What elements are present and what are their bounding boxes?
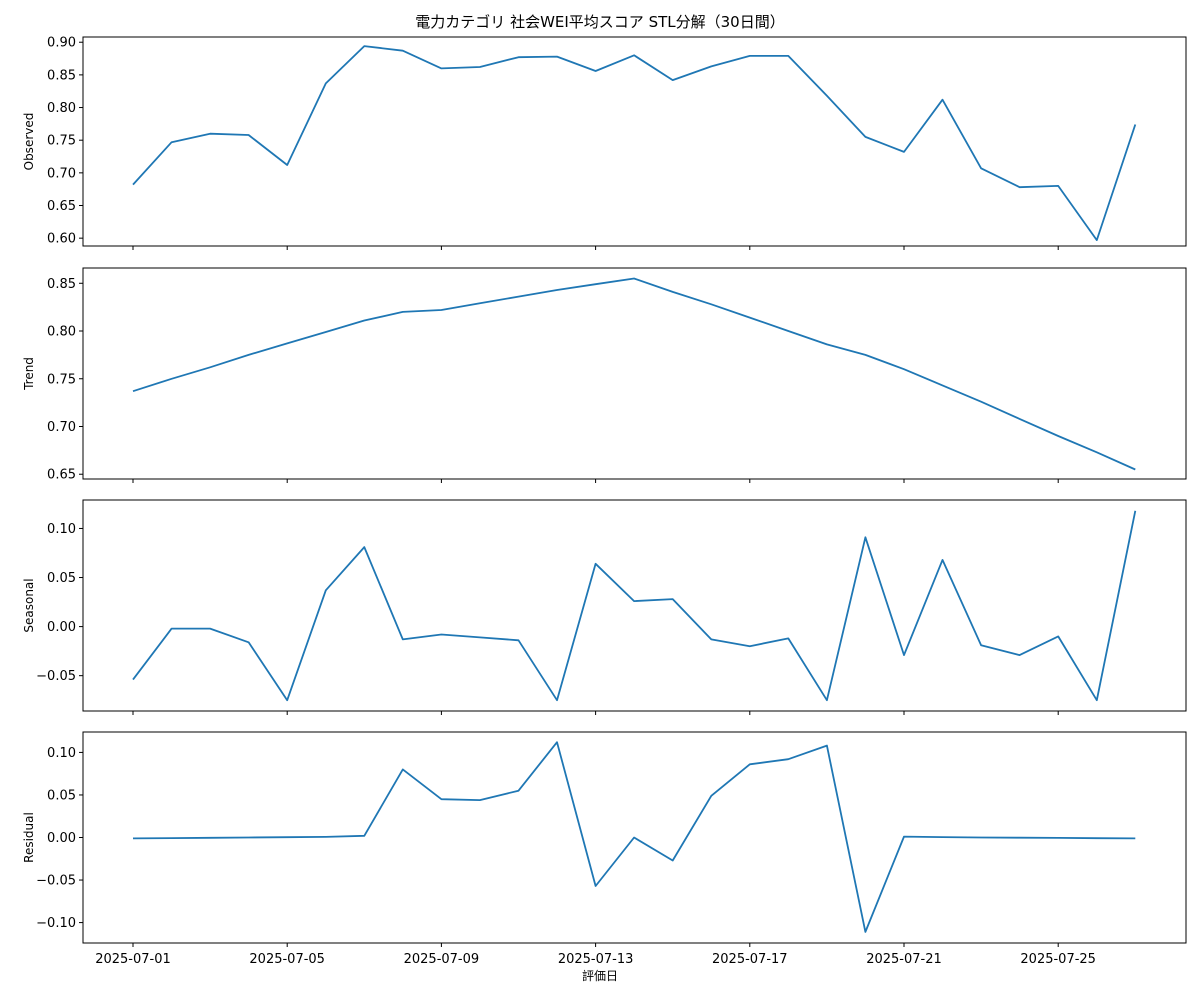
y-tick-label: 0.10 <box>47 746 76 761</box>
series-line-observed <box>133 46 1135 240</box>
y-tick-label: 0.80 <box>47 101 76 116</box>
y-tick-label: 0.70 <box>47 166 76 181</box>
series-line-residual <box>133 742 1135 932</box>
y-tick-label: 0.85 <box>47 277 76 292</box>
y-tick-label: 0.85 <box>47 68 76 83</box>
x-axis-label: 評価日 <box>0 967 1200 984</box>
panel-frame-trend <box>83 268 1186 479</box>
y-tick-label: −0.05 <box>36 669 76 684</box>
y-tick-label: 0.65 <box>47 468 76 483</box>
y-tick-label: −0.05 <box>36 874 76 889</box>
y-tick-label: 0.70 <box>47 420 76 435</box>
y-tick-label: 0.60 <box>47 232 76 247</box>
y-tick-label: −0.10 <box>36 916 76 931</box>
x-tick-label: 2025-07-01 <box>95 952 171 967</box>
x-tick-label: 2025-07-09 <box>404 952 480 967</box>
series-line-seasonal <box>133 511 1135 700</box>
panel-frame-seasonal <box>83 500 1186 711</box>
y-axis-label-seasonal: Seasonal <box>22 578 36 632</box>
x-tick-label: 2025-07-13 <box>558 952 634 967</box>
x-tick-label: 2025-07-17 <box>712 952 788 967</box>
y-tick-label: 0.65 <box>47 199 76 214</box>
y-tick-label: 0.00 <box>47 620 76 635</box>
y-tick-label: 0.00 <box>47 831 76 846</box>
y-tick-label: 0.75 <box>47 372 76 387</box>
y-tick-label: 0.80 <box>47 325 76 340</box>
y-axis-label-trend: Trend <box>22 357 36 391</box>
y-tick-label: 0.05 <box>47 571 76 586</box>
series-line-trend <box>133 279 1135 470</box>
chart-title: 電力カテゴリ 社会WEI平均スコア STL分解（30日間） <box>0 11 1200 32</box>
y-tick-label: 0.90 <box>47 36 76 51</box>
y-axis-label-residual: Residual <box>22 812 36 863</box>
x-tick-label: 2025-07-05 <box>249 952 325 967</box>
y-tick-label: 0.05 <box>47 788 76 803</box>
y-tick-label: 0.75 <box>47 134 76 149</box>
y-axis-label-observed: Observed <box>22 113 36 171</box>
panel-frame-observed <box>83 37 1186 246</box>
x-tick-label: 2025-07-21 <box>866 952 942 967</box>
x-tick-label: 2025-07-25 <box>1020 952 1096 967</box>
y-tick-label: 0.10 <box>47 522 76 537</box>
